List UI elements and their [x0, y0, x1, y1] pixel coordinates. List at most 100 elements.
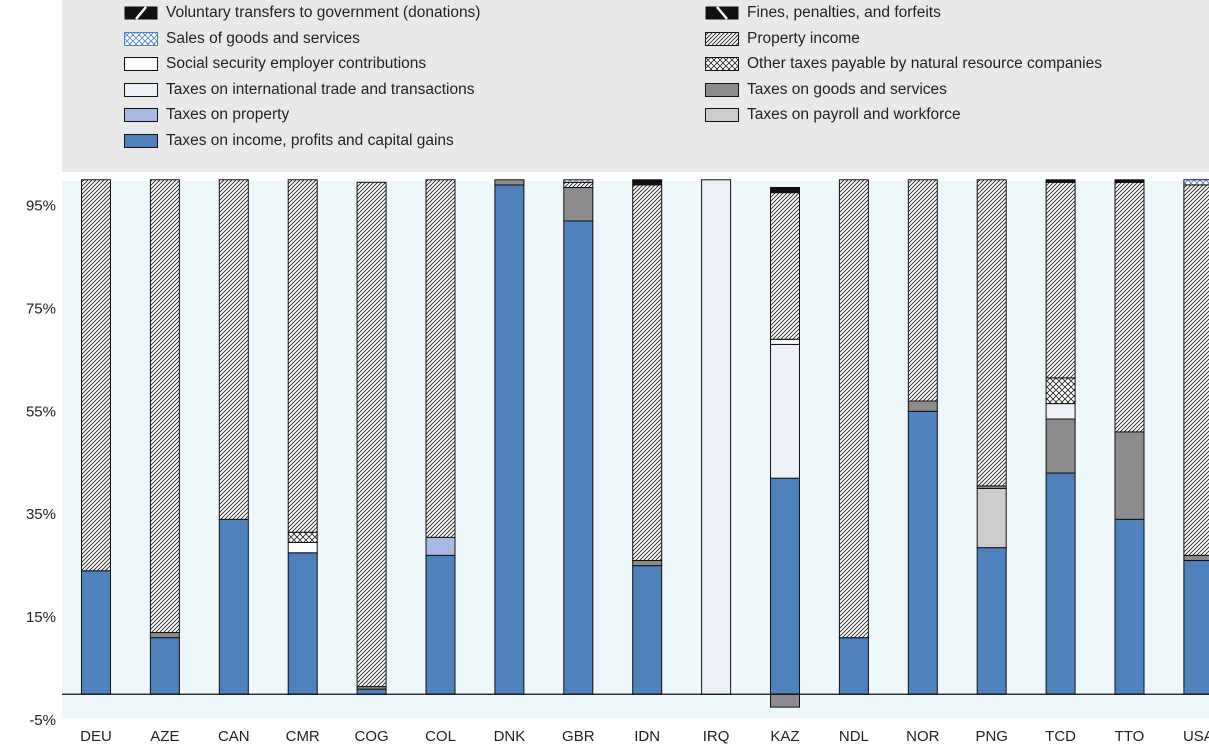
x-tick-label: AZE: [150, 728, 179, 744]
legend-swatch: [124, 57, 158, 71]
bar-aze: [149, 179, 180, 695]
bar-segment-other_nr: [287, 531, 318, 543]
bar-segment-income: [838, 637, 869, 695]
legend-swatch: [124, 31, 158, 46]
legend-item-fines: Fines, penalties, and forfeits: [705, 4, 941, 22]
x-tick-label: CAN: [218, 728, 250, 744]
bar-segment-property_income: [425, 179, 456, 538]
legend-swatch: [124, 82, 158, 97]
bar-segment-property_income: [1183, 184, 1209, 556]
bar-segment-goods_services: [1183, 554, 1209, 562]
bar-segment-property_income: [770, 192, 800, 340]
x-tick-label: TCD: [1045, 728, 1076, 744]
bar-segment-fines: [770, 186, 800, 194]
legend: Voluntary transfers to government (donat…: [62, 0, 1209, 172]
bar-segment-income: [81, 570, 111, 695]
legend-item-payroll: Taxes on payroll and workforce: [705, 106, 961, 124]
legend-label: Taxes on payroll and workforce: [747, 106, 961, 123]
bar-tcd: [1045, 179, 1076, 695]
legend-label: Taxes on income, profits and capital gai…: [166, 131, 454, 149]
bar-usa: [1183, 179, 1209, 695]
legend-label: Taxes on goods and services: [747, 80, 947, 98]
legend-swatch: [705, 57, 739, 71]
legend-label: Other taxes payable by natural resource …: [747, 55, 1102, 72]
bar-segment-property_income: [907, 179, 938, 402]
bar-segment-voluntary: [1114, 179, 1145, 183]
x-tick-label: COG: [355, 728, 389, 744]
x-tick-label: IDN: [634, 728, 660, 744]
x-tick-label: NOR: [906, 728, 940, 744]
bar-segment-property_income: [356, 181, 387, 688]
bar-segment-property: [425, 536, 456, 556]
y-tick-label: 95%: [26, 198, 56, 215]
legend-swatch: [124, 133, 158, 148]
legend-item-income: Taxes on income, profits and capital gai…: [124, 132, 454, 150]
bar-png: [976, 179, 1007, 695]
bar-segment-fines: [632, 179, 663, 186]
bar-kaz: [770, 186, 800, 708]
x-tick-label: USA: [1183, 728, 1209, 744]
x-tick-label: DEU: [80, 728, 112, 744]
bar-cmr: [287, 179, 318, 695]
bar-segment-property_income: [218, 179, 249, 520]
bar-segment-intl_trade: [701, 179, 732, 695]
bar-dnk: [494, 179, 525, 695]
bar-segment-income: [218, 518, 249, 695]
bar-segment-income: [1045, 472, 1076, 695]
bar-segment-property_income: [563, 181, 594, 188]
bars: [81, 179, 1209, 708]
x-tick-label: DNK: [494, 728, 526, 744]
y-tick-label: 35%: [26, 506, 56, 523]
bar-segment-property_income: [1045, 181, 1076, 379]
bar-segment-property_income: [81, 179, 111, 572]
y-tick-label: 75%: [26, 300, 56, 317]
bar-gbr: [563, 179, 594, 695]
x-tick-label: GBR: [562, 728, 595, 744]
bar-segment-income: [425, 554, 456, 695]
bar-segment-goods_services: [1114, 431, 1145, 520]
bar-segment-goods_services: [563, 186, 594, 222]
bar-segment-payroll: [976, 487, 1007, 549]
legend-item-property: Taxes on property: [124, 106, 289, 124]
bar-segment-income: [1183, 560, 1209, 695]
legend-item-goods_services: Taxes on goods and services: [705, 81, 947, 99]
bar-nor: [907, 179, 938, 695]
bar-segment-goods_services: [494, 179, 525, 186]
bar-segment-intl_trade: [1045, 403, 1076, 420]
bar-segment-goods_services: [1045, 418, 1076, 474]
legend-item-other_nr: Other taxes payable by natural resource …: [705, 55, 1102, 73]
y-tick-label: 55%: [26, 403, 56, 420]
legend-item-intl_trade: Taxes on international trade and transac…: [124, 81, 474, 99]
bar-segment-income: [770, 477, 800, 695]
legend-label: Taxes on international trade and transac…: [166, 80, 475, 98]
bar-segment-intl_trade: [770, 343, 800, 479]
legend-item-property_income: Property income: [705, 30, 860, 48]
y-tick-label: 15%: [26, 609, 56, 626]
bar-segment-income: [494, 184, 525, 695]
x-tick-label: COL: [425, 728, 456, 744]
legend-swatch: [705, 6, 739, 20]
x-tick-label: NDL: [839, 728, 869, 744]
bar-idn: [632, 179, 663, 695]
bar-segment-goods_services: [770, 693, 800, 708]
legend-swatch: [705, 108, 739, 122]
x-tick-label: KAZ: [770, 728, 799, 744]
bar-segment-social_security: [287, 541, 318, 554]
bar-segment-income: [632, 565, 663, 695]
bar-segment-property_income: [976, 179, 1007, 487]
bar-irq: [701, 179, 732, 695]
bar-segment-goods_services: [149, 632, 180, 639]
bar-tto: [1114, 179, 1145, 695]
bar-segment-income: [149, 637, 180, 695]
x-tick-label: CMR: [286, 728, 320, 744]
legend-label: Voluntary transfers to government (donat…: [166, 4, 481, 21]
bar-segment-property_income: [149, 179, 180, 634]
legend-label: Sales of goods and services: [166, 29, 360, 47]
bar-segment-goods_services: [632, 560, 663, 567]
bar-cog: [356, 181, 387, 695]
legend-label: Social security employer contributions: [166, 55, 427, 72]
bar-segment-social_security: [770, 338, 800, 345]
bar-segment-goods_services: [907, 400, 938, 412]
bar-segment-property_income: [632, 184, 663, 562]
